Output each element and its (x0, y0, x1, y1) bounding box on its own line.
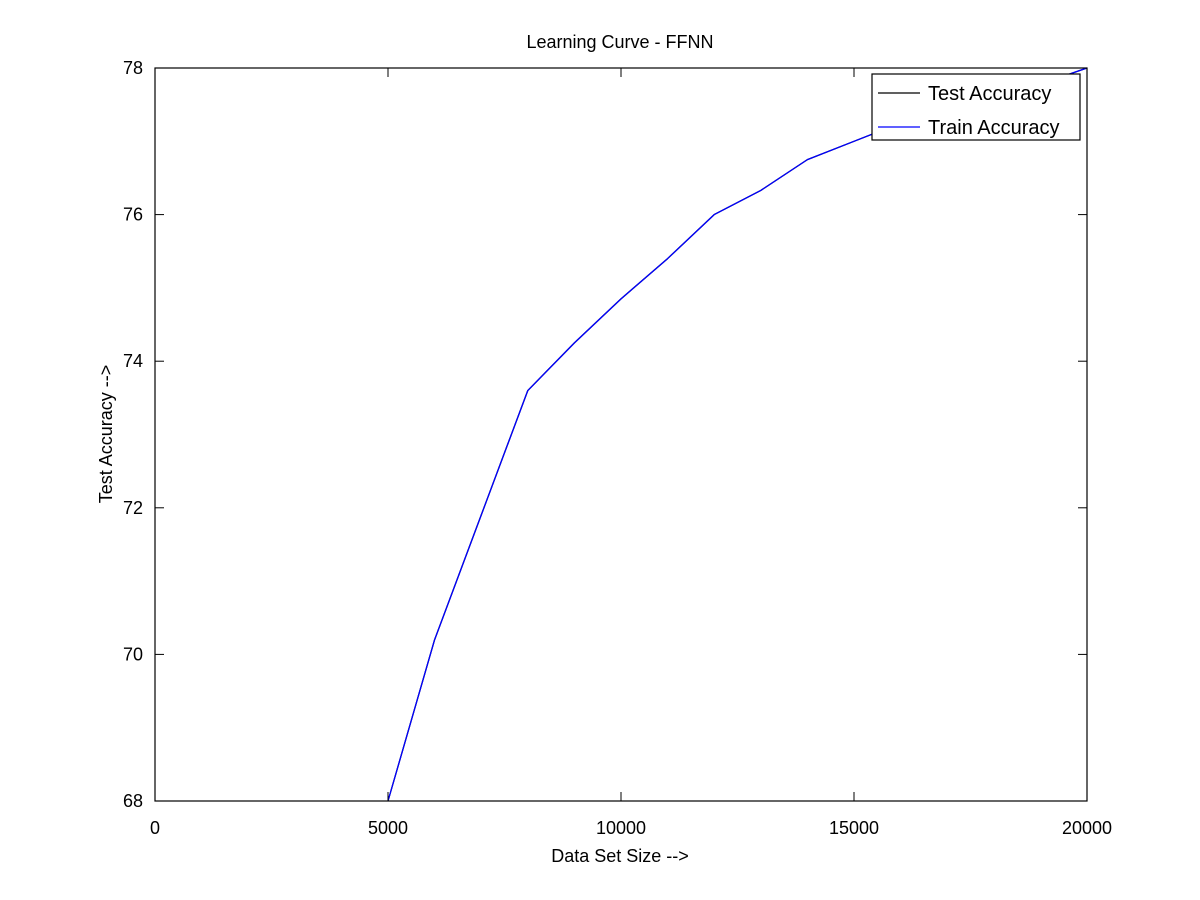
legend: Test Accuracy Train Accuracy (871, 73, 1081, 141)
x-tick-label: 10000 (596, 818, 646, 838)
axes: 0 5000 10000 15000 20000 68 70 72 74 76 78 (123, 58, 1112, 838)
x-tick-label: 5000 (368, 818, 408, 838)
y-tick-label: 78 (123, 58, 143, 78)
y-tick-label: 68 (123, 791, 143, 811)
legend-box (871, 73, 1081, 141)
y-tick-label: 72 (123, 498, 143, 518)
chart-title: Learning Curve - FFNN (526, 32, 713, 52)
x-tick-label: 15000 (829, 818, 879, 838)
plot-area (155, 68, 1087, 801)
legend-entry: Test Accuracy (928, 83, 1051, 105)
x-tick-label: 0 (150, 818, 160, 838)
legend-entry: Train Accuracy (928, 117, 1060, 139)
x-tick-label: 20000 (1062, 818, 1112, 838)
x-axis-label: Data Set Size --> (551, 846, 689, 866)
y-axis-label: Test Accuracy --> (96, 365, 116, 504)
y-tick-label: 70 (123, 644, 143, 664)
y-tick-label: 76 (123, 205, 143, 225)
plot-background (155, 68, 1087, 801)
y-tick-label: 74 (123, 351, 143, 371)
